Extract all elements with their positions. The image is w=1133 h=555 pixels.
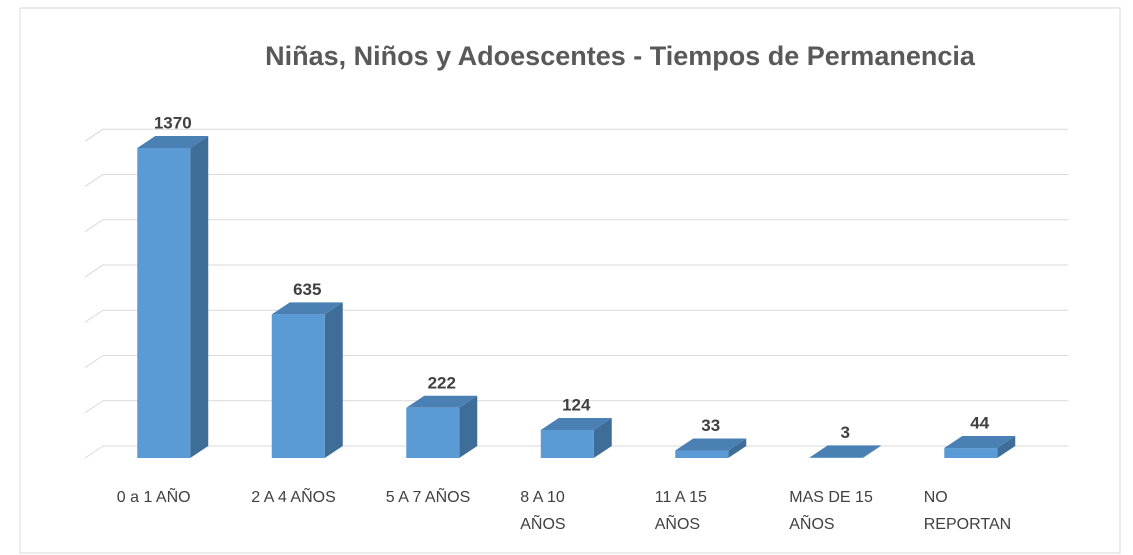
grid-line-side <box>84 264 104 278</box>
grid-line-side <box>84 400 104 414</box>
bar-top <box>540 417 612 430</box>
x-tick-label: 11 A 15 AÑOS <box>654 489 707 533</box>
bar-side <box>593 417 612 458</box>
data-label: 3 <box>841 423 850 442</box>
bar <box>406 407 460 458</box>
grid-line-side <box>84 309 104 323</box>
grid-line-side <box>84 355 104 368</box>
bar-side <box>459 395 478 458</box>
bar <box>675 450 729 458</box>
bar-side <box>728 438 747 458</box>
x-tick-label: 8 A 10 AÑOS <box>520 489 566 533</box>
bar-top <box>137 136 209 148</box>
data-label: 635 <box>293 280 321 299</box>
chart-title: Niñas, Niños y Adoescentes - Tiempos de … <box>265 41 976 71</box>
data-label: 44 <box>970 414 989 433</box>
bar-top <box>406 395 478 408</box>
bar <box>944 448 998 458</box>
grid-line-side <box>84 445 104 459</box>
bar <box>271 314 325 458</box>
chart-border <box>19 7 1121 554</box>
bar-side <box>997 436 1016 458</box>
data-label: 124 <box>562 395 591 414</box>
grid-line-side <box>84 219 104 233</box>
bar-top <box>271 302 343 315</box>
x-tick-label: 0 a 1 AÑO <box>116 489 191 506</box>
bar <box>809 457 863 458</box>
data-label: 222 <box>428 373 456 392</box>
bar-top <box>675 438 747 451</box>
data-label: 33 <box>701 416 720 435</box>
grid-line-side <box>84 174 104 187</box>
bar-top <box>944 436 1016 449</box>
bar <box>540 429 594 458</box>
grid-line-side <box>84 128 104 142</box>
bar-side <box>190 136 209 458</box>
x-tick-label: 5 A 7 AÑOS <box>385 489 471 506</box>
data-label: 1370 <box>154 113 192 132</box>
bar-side <box>324 302 343 458</box>
bar-top <box>809 445 881 458</box>
x-tick-label: NO REPORTAN <box>923 489 1012 533</box>
bar-side <box>862 445 881 458</box>
x-tick-label: MAS DE 15 AÑOS <box>789 489 873 533</box>
bar <box>137 148 191 458</box>
x-tick-label: 2 A 4 AÑOS <box>251 489 336 506</box>
